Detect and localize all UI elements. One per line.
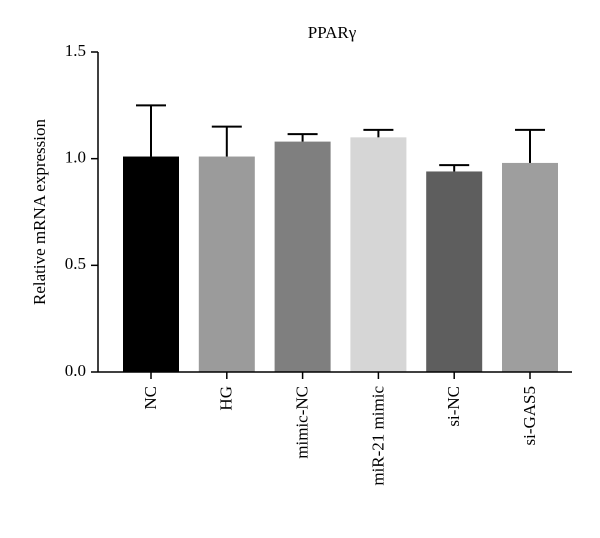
bar-hg [198,156,255,372]
chart-title: PPARγ [308,23,357,42]
y-axis-title: Relative mRNA expression [30,118,49,305]
y-tick-label: 1.0 [65,148,86,167]
bar-si-gas5 [502,162,558,372]
x-tick-label-hg: HG [217,386,236,411]
x-ticks-group: NC HG mimic-NC miR-21 mimic si-NC si-GAS5 [141,386,539,486]
x-tick-label-si-gas5: si-GAS5 [520,386,539,446]
bar-mimic-nc [274,141,331,372]
y-tick-label: 1.5 [65,41,86,60]
bar-si-nc [426,171,483,372]
axes-group [91,51,572,379]
error-bars-group [136,104,545,172]
bars-group [123,137,558,372]
error-bar-si-nc [439,164,470,172]
y-tick-label: 0.5 [65,254,86,273]
x-tick-label-mir-21-mimic: miR-21 mimic [368,386,387,486]
error-bar-si-gas5 [515,128,545,163]
bar-nc [123,156,179,372]
x-tick-label-mimic-nc: mimic-NC [293,386,312,459]
y-tick-label: 0.0 [65,361,86,380]
bar-mir-21-mimic [350,137,407,372]
error-bar-mir-21-mimic [363,128,394,138]
y-ticks-group: 0.0 0.5 1.0 1.5 [65,41,86,380]
error-bar-nc [136,104,166,157]
x-tick-label-nc: NC [141,386,160,410]
x-tick-label-si-nc: si-NC [444,386,463,427]
error-bar-hg [211,125,242,157]
error-bar-mimic-nc [287,133,318,142]
